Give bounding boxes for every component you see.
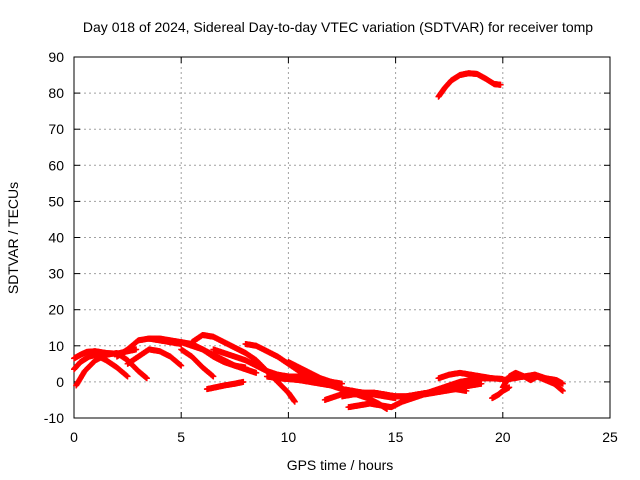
data-point: [133, 346, 140, 353]
data-point: [143, 375, 150, 382]
y-tick-label: 80: [48, 85, 64, 101]
y-tick-label: 20: [48, 302, 64, 318]
data-point: [210, 373, 217, 380]
x-axis-label: GPS time / hours: [287, 457, 394, 473]
axis-ticks: 0 5 10 15 20 25 -10 0 10 20 30 40 50 60 70 80 90: [44, 49, 618, 445]
grid-lines: [74, 57, 610, 418]
data-point: [124, 373, 131, 380]
y-tick-label: 10: [48, 338, 64, 354]
data-point: [506, 384, 513, 391]
series-arc7: [178, 339, 260, 376]
y-tick-label: 30: [48, 266, 64, 282]
series-arc3: [73, 350, 150, 389]
x-tick-label: 25: [602, 429, 618, 445]
series-arc14: [285, 359, 335, 385]
x-tick-label: 5: [177, 429, 185, 445]
data-point: [240, 378, 247, 385]
series-arc19: [435, 369, 496, 382]
data-point: [489, 375, 496, 382]
y-tick-label: 70: [48, 121, 64, 137]
series-arc9: [178, 346, 217, 380]
data-point: [497, 81, 504, 88]
y-tick-label: 0: [56, 374, 64, 390]
y-tick-label: -10: [44, 410, 64, 426]
data-point: [291, 398, 298, 405]
series-arc22: [499, 369, 566, 394]
series-arc23: [435, 70, 504, 100]
data-point: [339, 380, 345, 387]
x-tick-label: 15: [388, 429, 404, 445]
series-arc20: [489, 384, 513, 402]
data-point: [328, 378, 335, 385]
series-arc10: [203, 378, 247, 393]
data-point: [253, 369, 260, 376]
data-series: [71, 70, 566, 412]
y-tick-label: 40: [48, 230, 64, 246]
y-tick-label: 50: [48, 193, 64, 209]
x-tick-label: 20: [495, 429, 511, 445]
data-point: [559, 387, 566, 394]
y-axis-label: SDTVAR / TECUs: [5, 182, 21, 294]
x-tick-label: 0: [70, 429, 78, 445]
y-tick-label: 90: [48, 49, 64, 65]
series-arc6: [124, 346, 185, 369]
data-point: [478, 380, 485, 387]
data-point: [559, 380, 566, 387]
y-tick-label: 60: [48, 157, 64, 173]
x-tick-label: 10: [281, 429, 297, 445]
data-point: [178, 362, 185, 369]
series-arc18: [371, 380, 485, 400]
chart-title: Day 018 of 2024, Sidereal Day-to-day VTE…: [83, 19, 593, 35]
